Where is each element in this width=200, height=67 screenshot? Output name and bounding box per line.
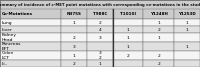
Text: 1: 1 [157, 21, 160, 25]
Bar [143, 33, 174, 42]
Bar [0, 0, 200, 9]
Bar [0, 9, 61, 19]
Bar [113, 9, 143, 19]
Bar [113, 26, 143, 33]
Bar [143, 51, 174, 60]
Text: Colon
LCT: Colon LCT [2, 51, 14, 60]
Text: 2: 2 [73, 62, 75, 66]
Bar [143, 42, 174, 51]
Text: T1010I: T1010I [120, 12, 136, 16]
Bar [0, 42, 61, 51]
Text: 1: 1 [127, 36, 130, 40]
Bar [87, 26, 113, 33]
Text: 3: 3 [73, 45, 75, 49]
Bar [61, 19, 87, 26]
Text: 1: 1 [73, 54, 75, 58]
Text: 3: 3 [99, 36, 101, 40]
Bar [87, 60, 113, 67]
Bar [143, 26, 174, 33]
Bar [87, 33, 113, 42]
Bar [0, 51, 61, 60]
Text: Co-Mutations: Co-Mutations [2, 12, 33, 16]
Text: Pancreas
EFT: Pancreas EFT [2, 42, 21, 51]
Bar [0, 26, 61, 33]
Text: Y1248H: Y1248H [150, 12, 168, 16]
Bar [61, 51, 87, 60]
Bar [87, 19, 113, 26]
Text: Lung: Lung [2, 21, 12, 25]
Text: N375S: N375S [66, 12, 81, 16]
Text: 3
2: 3 2 [99, 51, 101, 60]
Bar [113, 60, 143, 67]
Bar [174, 51, 200, 60]
Bar [0, 60, 61, 67]
Text: Kidney
Head: Kidney Head [2, 33, 17, 42]
Text: 2: 2 [157, 62, 160, 66]
Bar [87, 42, 113, 51]
Bar [143, 19, 174, 26]
Text: 1: 1 [127, 28, 130, 32]
Text: 2: 2 [157, 54, 160, 58]
Bar [174, 60, 200, 67]
Bar [61, 26, 87, 33]
Bar [113, 42, 143, 51]
Text: Li..: Li.. [2, 62, 8, 66]
Bar [61, 33, 87, 42]
Bar [87, 9, 113, 19]
Text: Liver: Liver [2, 28, 12, 32]
Text: 2: 2 [99, 21, 101, 25]
Text: 1: 1 [99, 62, 101, 66]
Bar [61, 42, 87, 51]
Bar [113, 33, 143, 42]
Text: Table 2:  Summary of incidence of c-MET point mutations with corresponding co-mu: Table 2: Summary of incidence of c-MET p… [0, 3, 200, 7]
Bar [143, 9, 174, 19]
Text: 4: 4 [99, 28, 101, 32]
Bar [87, 51, 113, 60]
Bar [61, 9, 87, 19]
Bar [0, 33, 61, 42]
Text: 1: 1 [127, 45, 130, 49]
Text: T988C: T988C [93, 12, 107, 16]
Bar [113, 19, 143, 26]
Text: 1: 1 [186, 21, 188, 25]
Bar [113, 51, 143, 60]
Text: 1: 1 [186, 28, 188, 32]
Bar [174, 26, 200, 33]
Bar [0, 19, 61, 26]
Text: Y1253D: Y1253D [178, 12, 196, 16]
Bar [174, 42, 200, 51]
Text: 1: 1 [73, 21, 75, 25]
Text: 1: 1 [157, 36, 160, 40]
Text: 2: 2 [157, 28, 160, 32]
Bar [143, 60, 174, 67]
Text: 2: 2 [73, 36, 75, 40]
Bar [61, 60, 87, 67]
Bar [174, 9, 200, 19]
Bar [174, 19, 200, 26]
Text: 2: 2 [127, 54, 130, 58]
Bar [174, 33, 200, 42]
Text: 1: 1 [186, 45, 188, 49]
